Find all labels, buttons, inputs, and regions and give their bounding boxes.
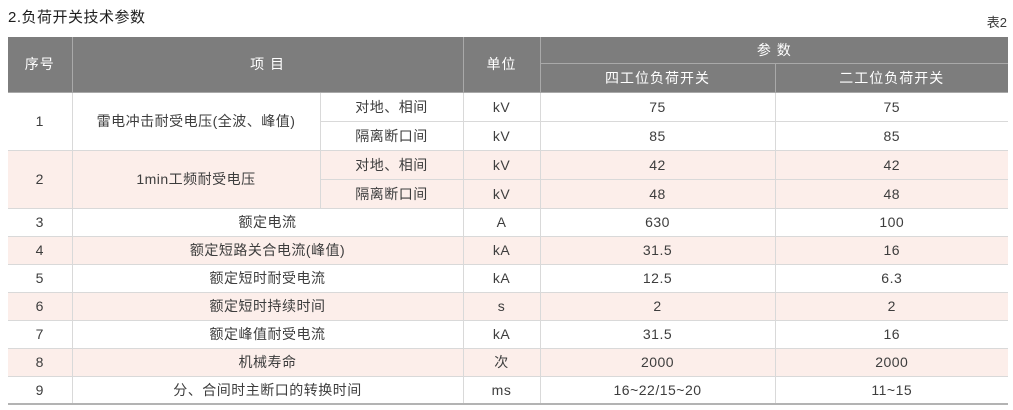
value-cell-four-position: 75 xyxy=(539,91,776,122)
item-cell: 额定短时持续时间 xyxy=(71,291,464,321)
sub-item-cell: 隔离断口间 xyxy=(319,120,464,151)
table-row: 4 额定短路关合电流(峰值) kA 31.5 16 xyxy=(7,235,1009,265)
value-cell-four-position: 48 xyxy=(539,178,776,209)
table-row: 6 额定短时持续时间 s 2 2 xyxy=(7,291,1009,321)
value-cell-two-position: 85 xyxy=(774,120,1009,151)
value-cell-two-position: 42 xyxy=(774,149,1009,180)
table-row: 隔离断口间 kV 85 85 xyxy=(8,120,1009,151)
table-row: 3 额定电流 A 630 100 xyxy=(7,207,1009,237)
value-cell-two-position: 11~15 xyxy=(774,375,1009,405)
value-cell-four-position: 85 xyxy=(539,120,776,151)
value-cell-two-position: 16 xyxy=(774,235,1009,265)
value-cell-two-position: 16 xyxy=(774,319,1009,349)
header-index: 序号 xyxy=(7,36,73,93)
table-label: 表2 xyxy=(986,15,1007,30)
table-row: 5 额定短时耐受电流 kA 12.5 6.3 xyxy=(7,263,1009,293)
unit-cell: kA xyxy=(462,235,541,265)
sub-item-cell: 对地、相间 xyxy=(319,149,464,180)
value-cell-four-position: 31.5 xyxy=(539,235,776,265)
header-two-position: 二工位负荷开关 xyxy=(774,62,1009,93)
sub-item-cell: 对地、相间 xyxy=(319,91,464,122)
unit-cell: kV xyxy=(462,178,541,209)
row-index-cell: 3 xyxy=(7,207,73,237)
unit-cell: kV xyxy=(462,120,541,151)
parameters-table: 序号 项 目 单位 参 数 四工位负荷开关 二工位负荷开关 1 雷电冲击耐受电压… xyxy=(7,36,1009,405)
table-row: 2 1min工频耐受电压 对地、相间 kV 42 42 xyxy=(7,149,1009,209)
value-cell-two-position: 6.3 xyxy=(774,263,1009,293)
unit-cell: A xyxy=(462,207,541,237)
row-index-cell: 2 xyxy=(7,149,73,209)
sub-item-cell: 隔离断口间 xyxy=(319,178,464,209)
value-cell-four-position: 16~22/15~20 xyxy=(539,375,776,405)
item-cell: 额定短时耐受电流 xyxy=(71,263,464,293)
header-four-position: 四工位负荷开关 xyxy=(539,62,776,93)
value-cell-four-position: 31.5 xyxy=(539,319,776,349)
value-cell-two-position: 48 xyxy=(774,178,1009,209)
page-title: 2.负荷开关技术参数 xyxy=(8,9,146,26)
table-row: 7 额定峰值耐受电流 kA 31.5 16 xyxy=(7,319,1009,349)
value-cell-four-position: 2000 xyxy=(539,347,776,377)
header-params: 参 数 xyxy=(539,36,1009,64)
header-unit: 单位 xyxy=(462,36,541,93)
value-cell-four-position: 630 xyxy=(539,207,776,237)
row-index-cell: 4 xyxy=(7,235,73,265)
item-cell: 额定峰值耐受电流 xyxy=(71,319,464,349)
row-index-cell: 5 xyxy=(7,263,73,293)
value-cell-four-position: 12.5 xyxy=(539,263,776,293)
row-index-cell: 9 xyxy=(7,375,73,405)
item-cell: 1min工频耐受电压 xyxy=(71,149,321,209)
table-row: 隔离断口间 kV 48 48 xyxy=(8,178,1009,209)
unit-cell: kA xyxy=(462,319,541,349)
row-index-cell: 1 xyxy=(7,91,73,151)
unit-cell: 次 xyxy=(462,347,541,377)
table-row: 1 雷电冲击耐受电压(全波、峰值) 对地、相间 kV 75 75 xyxy=(7,91,1009,151)
item-cell: 分、合间时主断口的转换时间 xyxy=(71,375,464,405)
unit-cell: kV xyxy=(462,91,541,122)
value-cell-four-position: 42 xyxy=(539,149,776,180)
item-cell: 雷电冲击耐受电压(全波、峰值) xyxy=(71,91,321,151)
value-cell-two-position: 75 xyxy=(774,91,1009,122)
unit-cell: ms xyxy=(462,375,541,405)
table-row: 8 机械寿命 次 2000 2000 xyxy=(7,347,1009,377)
value-cell-two-position: 100 xyxy=(774,207,1009,237)
value-cell-two-position: 2000 xyxy=(774,347,1009,377)
row-index-cell: 7 xyxy=(7,319,73,349)
unit-cell: kV xyxy=(462,149,541,180)
header-row-1: 序号 项 目 单位 参 数 xyxy=(7,36,1009,93)
item-cell: 机械寿命 xyxy=(71,347,464,377)
table-row: 9 分、合间时主断口的转换时间 ms 16~22/15~20 11~15 xyxy=(7,375,1009,405)
row-index-cell: 8 xyxy=(7,347,73,377)
row-index-cell: 6 xyxy=(7,291,73,321)
value-cell-four-position: 2 xyxy=(539,291,776,321)
unit-cell: s xyxy=(462,291,541,321)
unit-cell: kA xyxy=(462,263,541,293)
item-cell: 额定短路关合电流(峰值) xyxy=(71,235,464,265)
item-cell: 额定电流 xyxy=(71,207,464,237)
value-cell-two-position: 2 xyxy=(774,291,1009,321)
header-item: 项 目 xyxy=(71,36,464,93)
header-row-2: 四工位负荷开关 二工位负荷开关 xyxy=(8,62,1009,93)
